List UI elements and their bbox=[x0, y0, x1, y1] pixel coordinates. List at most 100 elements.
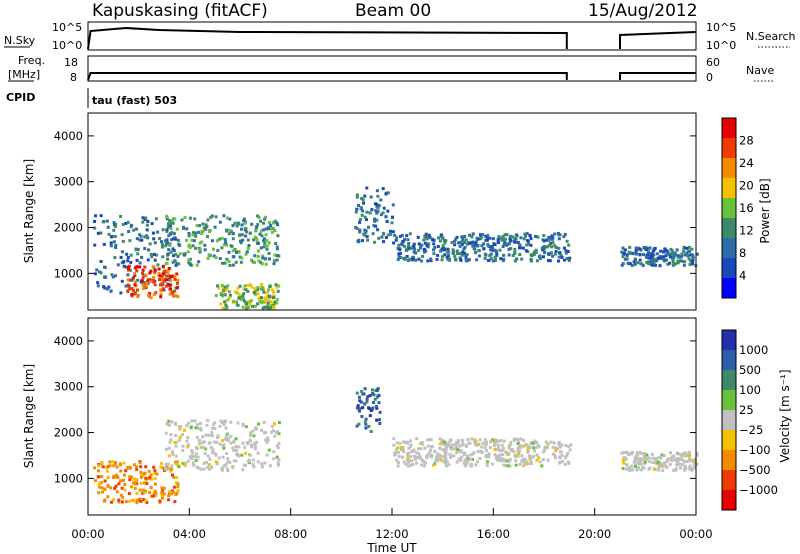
velocity-cell bbox=[634, 457, 638, 461]
velocity-cell bbox=[648, 460, 652, 464]
power-cell bbox=[191, 233, 195, 237]
velocity-cell bbox=[487, 455, 491, 459]
power-cell bbox=[241, 238, 245, 242]
velocity-cell bbox=[186, 445, 190, 449]
velocity-cell bbox=[667, 457, 671, 461]
power-cell bbox=[175, 281, 179, 285]
power-cell bbox=[121, 222, 125, 226]
velocity-cell bbox=[243, 445, 247, 449]
velocity-cell bbox=[222, 420, 226, 424]
velocity-cell bbox=[638, 458, 642, 461]
velocity-cell bbox=[475, 443, 479, 447]
velocity-cell bbox=[536, 443, 540, 447]
power-cell bbox=[654, 263, 658, 267]
velocity-cell bbox=[237, 445, 241, 449]
power-cell bbox=[141, 283, 145, 287]
power-cell bbox=[161, 276, 165, 280]
velocity-cell bbox=[164, 447, 168, 451]
power-cell bbox=[197, 224, 201, 228]
velocity-cell bbox=[501, 453, 505, 457]
velocity-cell bbox=[186, 443, 190, 447]
velocity-cell bbox=[255, 440, 259, 444]
velocity-cell bbox=[638, 451, 642, 454]
velocity-cell bbox=[271, 425, 274, 428]
velocity-cell bbox=[169, 491, 173, 495]
power-cell bbox=[253, 235, 257, 239]
velocity-colorbar-tick: 1000 bbox=[739, 343, 768, 357]
power-cell bbox=[140, 238, 144, 242]
velocity-cell bbox=[216, 436, 220, 439]
velocity-cell bbox=[538, 460, 542, 464]
power-cell bbox=[483, 256, 487, 260]
power-cell bbox=[478, 254, 481, 258]
velocity-cell bbox=[402, 460, 406, 464]
power-cell bbox=[112, 228, 116, 232]
power-cell bbox=[513, 237, 517, 240]
velocity-cell bbox=[209, 445, 213, 449]
velocity-cell bbox=[680, 454, 684, 458]
velocity-cell bbox=[419, 456, 422, 460]
power-cell bbox=[253, 289, 257, 292]
power-cell bbox=[638, 258, 642, 262]
power-cell bbox=[649, 260, 653, 264]
velocity-cell bbox=[221, 439, 225, 443]
power-cell bbox=[420, 243, 424, 247]
velocity-cell bbox=[106, 465, 110, 469]
power-cell bbox=[263, 237, 266, 241]
velocity-cell bbox=[445, 444, 449, 448]
power-cell bbox=[169, 227, 173, 231]
power-cell bbox=[160, 274, 164, 278]
velocity-cell bbox=[144, 476, 148, 480]
power-cell bbox=[275, 301, 279, 305]
power-cell bbox=[441, 254, 444, 258]
power-colorbar-segment bbox=[722, 258, 736, 278]
power-cell bbox=[678, 259, 682, 263]
velocity-cell bbox=[528, 454, 532, 458]
power-cell bbox=[652, 261, 656, 265]
velocity-cell bbox=[445, 460, 449, 463]
power-cell bbox=[421, 254, 425, 258]
velocity-cell bbox=[493, 453, 497, 457]
velocity-cell bbox=[396, 461, 400, 465]
velocity-cell bbox=[674, 468, 678, 472]
velocity-cell bbox=[101, 465, 105, 469]
power-cell bbox=[542, 255, 545, 259]
velocity-cell bbox=[459, 449, 463, 453]
velocity-cell bbox=[241, 423, 245, 427]
power-cell bbox=[547, 238, 551, 242]
velocity-cell bbox=[422, 464, 426, 468]
velocity-cell bbox=[215, 440, 219, 444]
velocity-cell bbox=[277, 463, 280, 467]
velocity-cell bbox=[199, 428, 203, 432]
velocity-cell bbox=[522, 439, 526, 442]
power-cell bbox=[267, 226, 271, 230]
power-cell bbox=[225, 286, 229, 290]
power-cell bbox=[664, 258, 668, 262]
velocity-cell bbox=[204, 447, 208, 451]
power-cell bbox=[155, 253, 158, 257]
velocity-cell bbox=[397, 451, 401, 454]
velocity-cell bbox=[443, 459, 447, 462]
power-cell bbox=[564, 249, 568, 253]
velocity-cell bbox=[447, 463, 451, 467]
power-cell bbox=[145, 281, 149, 285]
velocity-cell bbox=[106, 484, 110, 488]
power-cell bbox=[649, 255, 653, 259]
power-cell bbox=[205, 225, 209, 229]
velocity-cell bbox=[658, 463, 662, 467]
power-cell bbox=[658, 264, 662, 268]
velocity-cell bbox=[516, 438, 520, 442]
velocity-cell bbox=[627, 466, 631, 470]
power-cell bbox=[158, 237, 162, 240]
velocity-cell bbox=[368, 414, 372, 418]
power-cell bbox=[201, 222, 205, 226]
power-cell bbox=[173, 289, 177, 293]
power-cell bbox=[363, 228, 367, 232]
power-cell bbox=[546, 245, 549, 249]
velocity-cell bbox=[485, 441, 489, 444]
velocity-cell bbox=[355, 424, 359, 428]
power-cell bbox=[536, 235, 540, 239]
power-cell bbox=[235, 250, 238, 254]
power-cell bbox=[208, 230, 211, 233]
power-cell bbox=[548, 236, 552, 240]
